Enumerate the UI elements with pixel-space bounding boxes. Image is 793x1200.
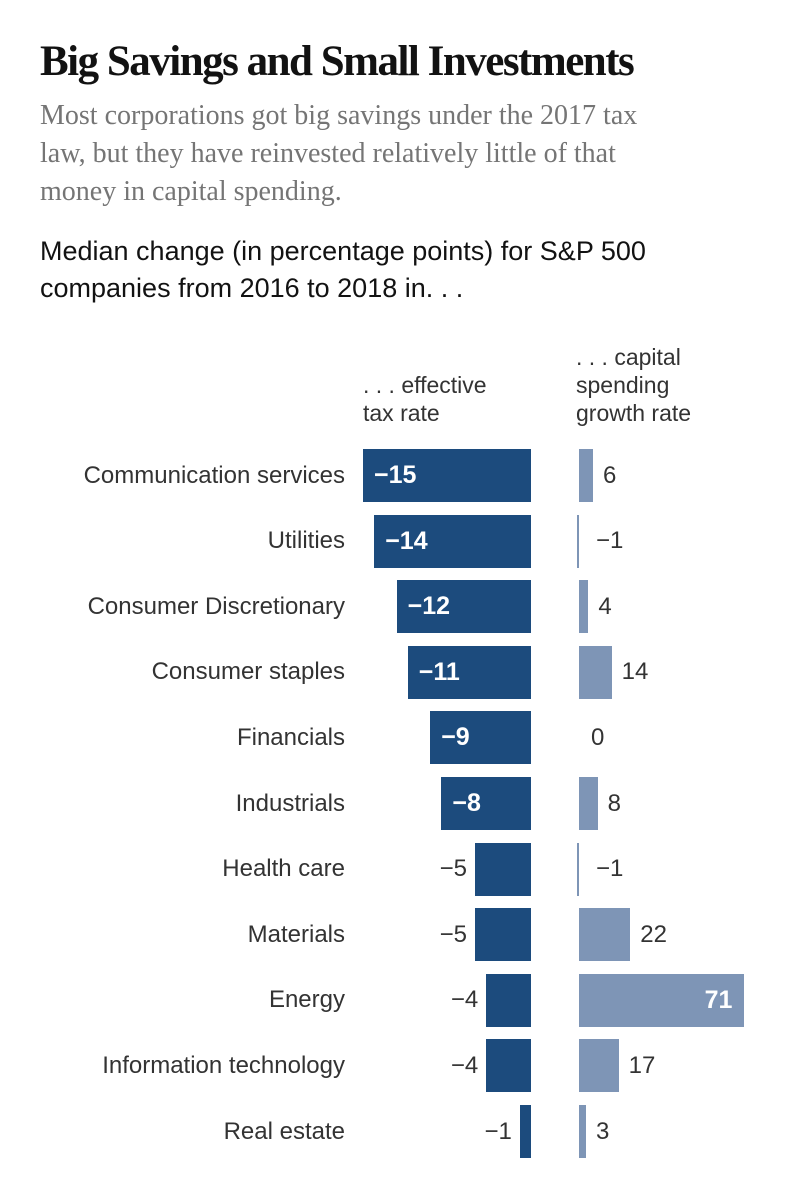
chart-row: Health care −5 −1	[0, 842, 793, 896]
tax-rate-value: −15	[374, 461, 417, 489]
column-header-effective-tax-rate: . . . effective tax rate	[363, 372, 487, 426]
capital-spending-bar	[579, 1105, 586, 1158]
tax-rate-value: −12	[407, 592, 451, 621]
tax-rate-bar	[430, 711, 531, 765]
page-title: Big Savings and Small Investments	[40, 38, 635, 85]
chart-row: Utilities −14 −1	[0, 514, 793, 568]
capital-spending-value: 17	[628, 1051, 656, 1079]
chart-row: Information technology −4 17	[0, 1039, 793, 1093]
capital-spending-bar	[579, 973, 745, 1027]
capital-spending-value: 0	[591, 723, 605, 751]
tax-rate-value: −14	[385, 526, 428, 555]
capital-spending-bar	[579, 449, 593, 502]
tax-rate-bar	[519, 1105, 531, 1158]
tax-rate-bar	[486, 1039, 531, 1093]
chart-row: Consumer Discretionary −12 4	[0, 580, 793, 634]
tax-rate-value: −1	[484, 1117, 512, 1145]
chart-subtitle: Most corporations got big savings under …	[40, 100, 638, 207]
capital-spending-bar	[579, 580, 589, 634]
capital-spending-bar	[579, 1039, 619, 1093]
category-label: Utilities	[267, 527, 345, 555]
category-label: Consumer Discretionary	[87, 592, 345, 620]
tax-rate-bar	[396, 580, 531, 634]
capital-spending-value: 71	[704, 985, 733, 1014]
chart-row: Communication services −15 6	[0, 449, 793, 502]
category-label: Financials	[236, 723, 345, 751]
tax-rate-bar	[374, 514, 531, 568]
tax-rate-bar	[475, 908, 531, 962]
capital-spending-bar	[579, 908, 631, 962]
tax-rate-value: −5	[439, 855, 467, 883]
capital-spending-value: 6	[602, 461, 617, 489]
category-label: Materials	[247, 920, 345, 948]
capital-spending-value: −1	[596, 527, 624, 555]
capital-spending-value: 22	[640, 920, 667, 948]
capital-spending-bar	[579, 645, 612, 699]
tax-rate-value: −9	[441, 723, 470, 752]
chart-note: Median change (in percentage points) for…	[40, 236, 646, 303]
tax-rate-value: −4	[450, 986, 479, 1014]
chart-row: Energy −4 71	[0, 973, 793, 1027]
capital-spending-bar	[576, 514, 579, 568]
capital-spending-value: 4	[598, 592, 612, 620]
tax-rate-bar	[407, 645, 531, 699]
tax-rate-bar	[486, 973, 531, 1027]
tax-rate-bar	[441, 777, 531, 830]
chart-row: Industrials −8 8	[0, 777, 793, 830]
column-header-capital-spending-growth-rate: . . . capital spending growth rate	[576, 344, 692, 426]
tax-rate-value: −11	[418, 657, 460, 686]
tax-rate-value: −4	[450, 1051, 479, 1079]
capital-spending-value: 8	[607, 789, 621, 817]
category-label: Energy	[268, 986, 345, 1014]
chart-row: Materials −5 22	[0, 908, 793, 962]
category-label: Real estate	[223, 1117, 345, 1145]
chart-row: Real estate −1 3	[0, 1105, 793, 1158]
capital-spending-bar	[576, 842, 579, 896]
tax-rate-value: −8	[452, 789, 481, 817]
tax-rate-bar	[475, 842, 531, 896]
chart-row: Consumer staples −11 14	[0, 645, 793, 699]
category-label: Information technology	[102, 1051, 345, 1079]
capital-spending-bar	[579, 777, 598, 830]
tax-rate-bar	[363, 449, 531, 502]
capital-spending-value: 14	[621, 658, 649, 686]
chart-row: Financials −9 0	[0, 711, 793, 765]
capital-spending-value: 3	[595, 1117, 610, 1145]
category-label: Communication services	[83, 461, 345, 489]
category-label: Consumer staples	[151, 658, 345, 686]
category-label: Health care	[222, 855, 345, 883]
capital-spending-value: −1	[596, 855, 624, 883]
tax-rate-value: −5	[439, 920, 467, 948]
category-label: Industrials	[235, 789, 345, 817]
